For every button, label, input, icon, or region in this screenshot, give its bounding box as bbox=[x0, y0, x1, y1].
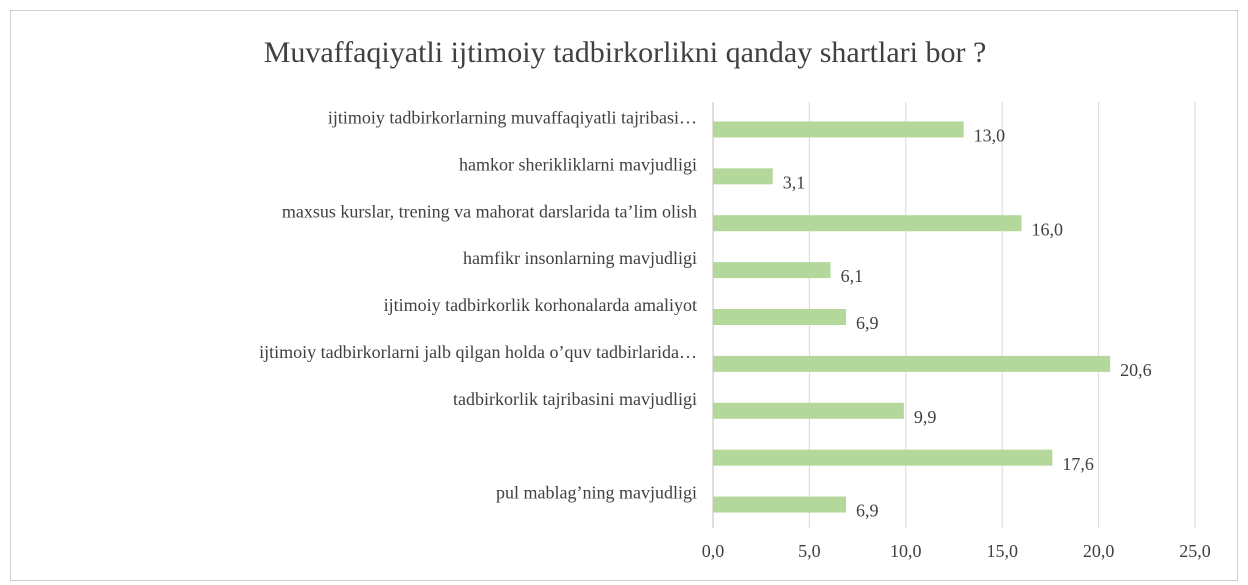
y-tick-label: tadbirkorlik tajribasini mavjudligi bbox=[453, 389, 697, 409]
data-label: 13,0 bbox=[974, 126, 1006, 146]
y-tick-label: pul mablag’ning mavjudligi bbox=[496, 483, 697, 503]
x-tick-label: 5,0 bbox=[798, 541, 821, 561]
x-tick-label: 0,0 bbox=[702, 541, 725, 561]
y-tick-label: hamkor sherikliklarni mavjudligi bbox=[459, 154, 697, 174]
y-tick-label: ijtimoiy tadbirkorlarning muvaffaqiyatli… bbox=[328, 108, 697, 128]
y-tick-label: hamfikr insonlarning mavjudligi bbox=[463, 248, 697, 268]
data-label: 6,9 bbox=[856, 313, 879, 333]
chart-title: Muvaffaqiyatli ijtimoiy tadbirkorlikni q… bbox=[264, 36, 987, 69]
data-label: 9,9 bbox=[914, 407, 937, 427]
data-label: 6,1 bbox=[841, 266, 864, 286]
bar bbox=[713, 168, 773, 185]
data-label: 3,1 bbox=[783, 172, 806, 192]
bar bbox=[713, 121, 964, 138]
bar bbox=[713, 496, 847, 513]
bar bbox=[713, 262, 831, 279]
chart-border bbox=[10, 10, 1238, 581]
x-tick-label: 15,0 bbox=[986, 541, 1018, 561]
y-tick-label: ijtimoiy tadbirkorlarni jalb qilgan hold… bbox=[259, 342, 697, 362]
bar bbox=[713, 215, 1022, 232]
x-tick-label: 25,0 bbox=[1179, 541, 1211, 561]
y-tick-label: maxsus kurslar, trening va mahorat darsl… bbox=[282, 201, 697, 221]
data-label: 20,6 bbox=[1120, 360, 1152, 380]
x-tick-label: 20,0 bbox=[1083, 541, 1115, 561]
bar bbox=[713, 309, 847, 325]
data-label: 17,6 bbox=[1062, 454, 1094, 474]
bar bbox=[713, 402, 904, 419]
x-tick-label: 10,0 bbox=[890, 541, 922, 561]
data-label: 6,9 bbox=[856, 501, 879, 521]
y-tick-label: ijtimoiy tadbirkorlik korhonalarda amali… bbox=[384, 295, 697, 315]
bar bbox=[713, 355, 1111, 372]
data-label: 16,0 bbox=[1031, 219, 1063, 239]
bar bbox=[713, 449, 1053, 466]
